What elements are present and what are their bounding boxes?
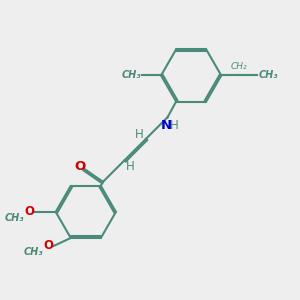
Text: CH₃: CH₃: [23, 247, 43, 257]
Text: CH₃: CH₃: [5, 213, 24, 223]
Text: O: O: [25, 205, 34, 218]
Text: H: H: [170, 119, 179, 132]
Text: H: H: [134, 128, 143, 141]
Text: N: N: [160, 119, 172, 132]
Text: O: O: [74, 160, 86, 172]
Text: H: H: [126, 160, 135, 172]
Text: CH₃: CH₃: [122, 70, 141, 80]
Text: CH₃: CH₃: [259, 70, 278, 80]
Text: CH₂: CH₂: [230, 62, 247, 71]
Text: O: O: [43, 239, 53, 253]
